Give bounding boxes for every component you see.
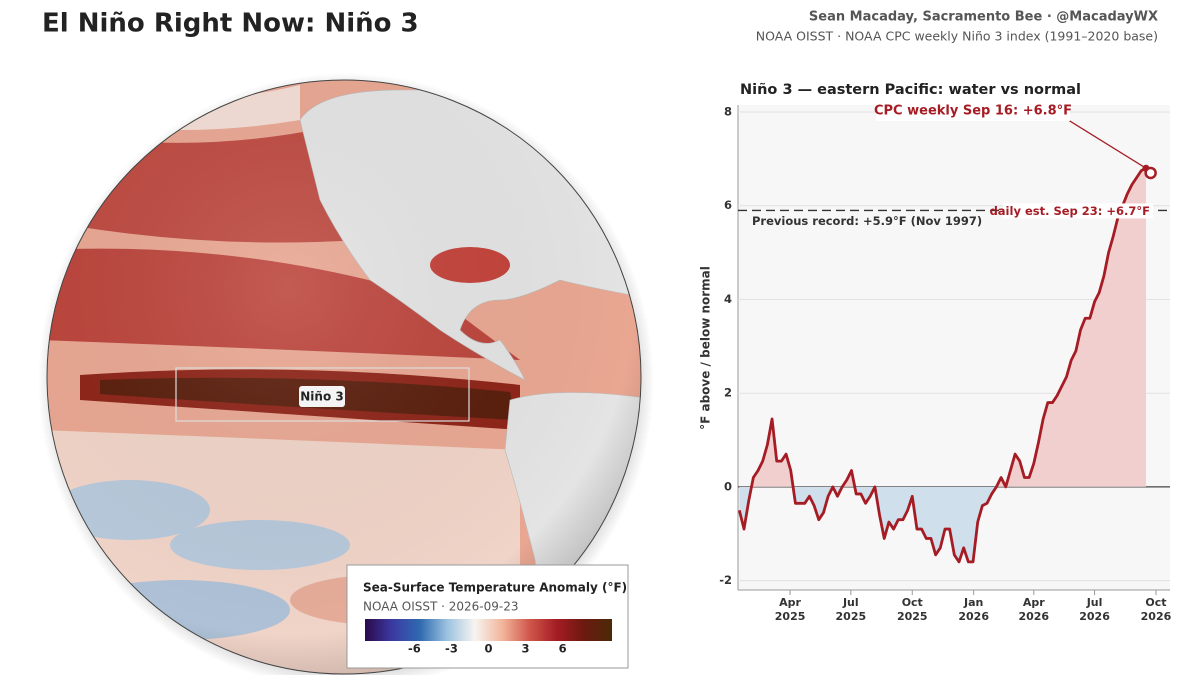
page-title: El Niño Right Now: Niño 3 (42, 9, 419, 39)
y-tick-label: 8 (724, 105, 732, 119)
x-tick-label: Jul 2025 (835, 596, 867, 623)
credit: Sean Macaday, Sacramento Bee · @MacadayW… (809, 10, 1158, 25)
x-tick-label: Oct 2025 (896, 596, 928, 623)
y-axis-label: °F above / below normal (699, 266, 713, 430)
area-positive (739, 168, 1146, 487)
annotation-bg (876, 101, 1070, 121)
y-tick-label: 0 (724, 479, 732, 493)
colorbar-tick-label: -6 (408, 642, 421, 656)
x-tick-label: Oct 2026 (1140, 596, 1172, 623)
annotation: CPC weekly Sep 16: +6.8°F (874, 104, 1072, 119)
colorbar-subtitle: NOAA OISST · 2026-09-23 (363, 600, 519, 614)
colorbar-panel (346, 564, 629, 669)
annotation-arrow (1064, 117, 1147, 169)
x-tick-label: Apr 2026 (1018, 596, 1050, 623)
x-tick-label: Apr 2025 (774, 596, 806, 623)
source: NOAA OISST · NOAA CPC weekly Niño 3 inde… (756, 29, 1158, 44)
y-tick-label: 6 (724, 198, 732, 212)
reference-label: Previous record: +5.9°F (Nov 1997) (752, 214, 982, 228)
colorbar-tick-label: 6 (559, 642, 567, 656)
colorbar (365, 619, 612, 641)
y-tick-label: -2 (719, 573, 732, 587)
region-label: Niño 3 (300, 390, 343, 404)
chart-title: Niño 3 — eastern Pacific: water vs norma… (740, 82, 1081, 98)
y-tick-label: 4 (724, 292, 732, 306)
area-negative (739, 486, 997, 562)
line (737, 167, 1147, 564)
colorbar-title: Sea-Surface Temperature Anomaly (°F) (363, 581, 627, 595)
colorbar-tick-label: -3 (445, 642, 458, 656)
colorbar-tick-label: 0 (484, 642, 492, 656)
region-label-bg (299, 386, 345, 407)
region-box (175, 367, 470, 422)
y-tick-label: 2 (724, 386, 732, 400)
globe-outline (46, 79, 642, 675)
annotation: daily est. Sep 23: +6.7°F (990, 204, 1150, 218)
daily-estimate (1144, 166, 1157, 180)
colorbar-tick-label: 3 (522, 642, 530, 656)
x-tick-label: Jan 2026 (958, 596, 989, 623)
x-tick-label: Jul 2026 (1079, 596, 1110, 623)
annotation-bg (1003, 203, 1153, 219)
